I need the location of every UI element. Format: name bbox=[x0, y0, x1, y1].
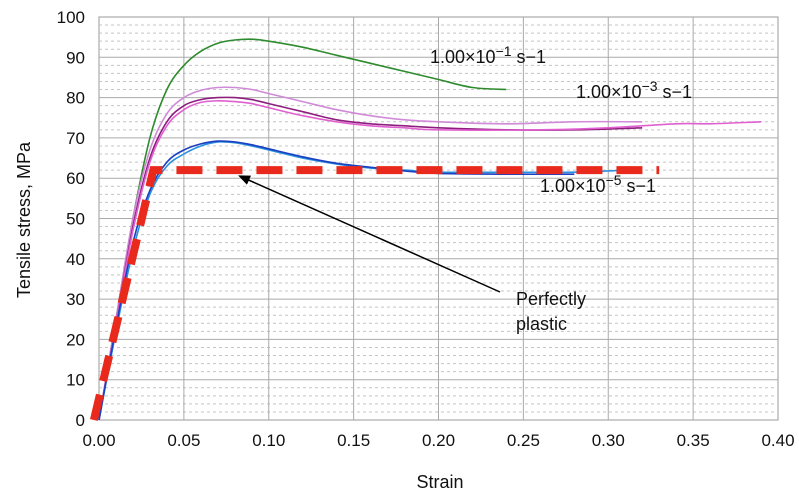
y-tick-label: 80 bbox=[66, 89, 85, 108]
y-tick-label: 20 bbox=[66, 330, 85, 349]
rate-label-mid: 1.00×10−3 s−1 bbox=[576, 78, 692, 102]
y-tick-label: 0 bbox=[76, 411, 85, 430]
rate-label-mid-base: 1.00×10 bbox=[576, 82, 642, 102]
y-tick-label: 100 bbox=[57, 8, 85, 27]
x-tick-label: 0.40 bbox=[761, 431, 794, 450]
y-tick-label: 10 bbox=[66, 371, 85, 390]
series-line-3 bbox=[98, 99, 762, 421]
rate-label-mid-exp: −3 bbox=[642, 78, 658, 94]
y-tick-label: 90 bbox=[66, 48, 85, 67]
x-tick-label: 0.20 bbox=[422, 431, 455, 450]
x-axis-title: Strain bbox=[416, 472, 463, 492]
y-tick-label: 50 bbox=[66, 210, 85, 229]
rate-label-high-exp: −1 bbox=[496, 43, 512, 59]
x-tick-label: 0.30 bbox=[592, 431, 625, 450]
rate-label-low-exp: −5 bbox=[606, 172, 622, 188]
x-tick-label: 0.35 bbox=[677, 431, 710, 450]
y-axis-title: Tensile stress, MPa bbox=[14, 141, 34, 298]
x-tick-label: 0.10 bbox=[252, 431, 285, 450]
y-tick-label: 60 bbox=[66, 169, 85, 188]
rate-label-high-base: 1.00×10 bbox=[430, 47, 496, 67]
y-tick-label: 40 bbox=[66, 250, 85, 269]
tick-labels: 0.00 0.05 0.10 0.15 0.20 0.25 0.30 0.35 0.40 0 10 2… bbox=[57, 8, 795, 450]
x-tick-label: 0.25 bbox=[507, 431, 540, 450]
series-line-1 bbox=[98, 86, 643, 421]
callout-arrow bbox=[238, 175, 501, 293]
rate-label-mid-unit: s−1 bbox=[658, 82, 693, 102]
series-line-2 bbox=[98, 96, 643, 421]
rate-label-high: 1.00×10−1 s−1 bbox=[430, 43, 546, 67]
rate-label-low: 1.00×10−5 s−1 bbox=[540, 172, 656, 196]
x-tick-label: 0.00 bbox=[82, 431, 115, 450]
rate-label-low-base: 1.00×10 bbox=[540, 176, 606, 196]
perfectly-plastic-line bbox=[90, 166, 660, 421]
perfectly-plastic-layer bbox=[90, 166, 660, 421]
y-tick-label: 30 bbox=[66, 290, 85, 309]
y-tick-label: 70 bbox=[66, 129, 85, 148]
callout-line-1: Perfectly bbox=[516, 289, 586, 309]
rate-label-low-unit: s−1 bbox=[622, 176, 657, 196]
grid-lines bbox=[99, 17, 778, 420]
rate-label-high-unit: s−1 bbox=[512, 47, 547, 67]
callout-line-2: plastic bbox=[516, 314, 567, 334]
x-tick-label: 0.05 bbox=[167, 431, 200, 450]
x-tick-label: 0.15 bbox=[337, 431, 370, 450]
